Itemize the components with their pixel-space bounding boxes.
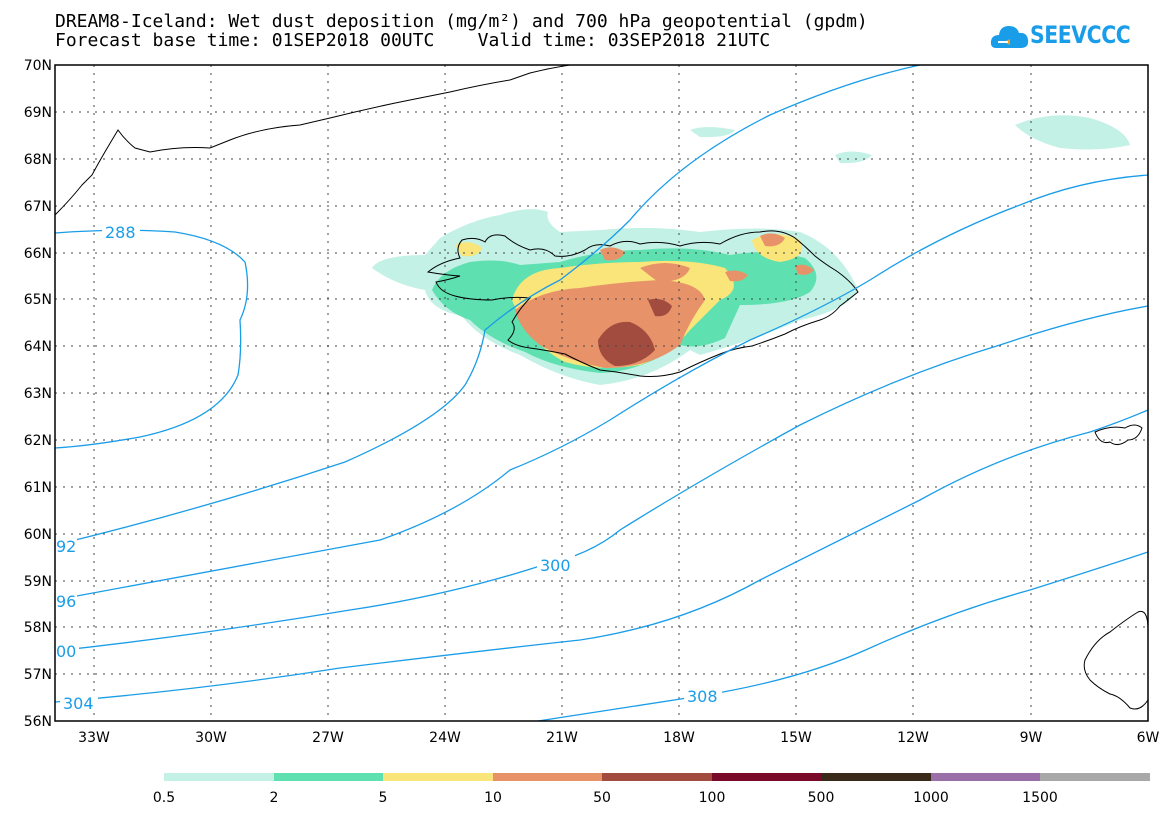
- title-line-1: DREAM8-Iceland: Wet dust deposition (mg/…: [55, 11, 868, 32]
- colorbar-swatch-8: [1040, 773, 1150, 781]
- lat-label-61n: 61N: [24, 480, 52, 496]
- colorbar-label-1500: 1500: [1022, 790, 1058, 806]
- lon-label-21w: 21W: [546, 730, 578, 746]
- dust-area-0.5-a: [690, 127, 735, 138]
- colorbar-label-500: 500: [808, 790, 835, 806]
- iceland-coast: [426, 230, 859, 377]
- colorbar-label-2: 2: [270, 790, 279, 806]
- contour-label-00: 00: [56, 642, 76, 661]
- lon-label-18w: 18W: [663, 730, 695, 746]
- dust-area-10-a: [640, 263, 690, 282]
- contour-296: [55, 174, 1148, 601]
- base-time-label: Forecast base time: 01SEP2018 00UTC: [55, 30, 435, 51]
- greenland-coast: [55, 65, 571, 216]
- lon-label-9w: 9W: [1020, 730, 1043, 746]
- scotland-coast: [1083, 610, 1148, 710]
- dust-area-10-c: [760, 233, 785, 247]
- colorbar-label-10: 10: [484, 790, 502, 806]
- lat-label-63n: 63N: [24, 386, 52, 402]
- contour-labels: 288 92 96 00 304 300 308: [55, 222, 722, 713]
- colorbar-swatch-2: [383, 773, 493, 781]
- contour-label-296: 96: [56, 592, 76, 611]
- logo-text: SEEVCCC: [1030, 21, 1131, 49]
- colorbar-swatch-0: [164, 773, 274, 781]
- colorbar-label-1000: 1000: [913, 790, 949, 806]
- colorbar-swatch-5: [712, 773, 821, 781]
- contour-label-304: 304: [63, 694, 94, 713]
- lat-label-59n: 59N: [24, 574, 52, 590]
- dust-area-50-a: [648, 298, 672, 317]
- colorbar-label-5: 5: [379, 790, 388, 806]
- dust-area-0.5-b: [835, 151, 872, 164]
- coastlines: [55, 65, 1148, 710]
- lon-label-15w: 15W: [780, 730, 812, 746]
- dust-area-0.5-c: [1015, 115, 1130, 150]
- colorbar-swatch-3: [493, 773, 602, 781]
- colorbar-swatch-6: [821, 773, 931, 781]
- contour-300: [55, 305, 1148, 652]
- lon-label-24w: 24W: [429, 730, 461, 746]
- dust-area-5-b: [455, 242, 482, 257]
- contour-label-292: 92: [56, 537, 76, 556]
- dust-area-10-d: [725, 270, 748, 282]
- map-gridlines: [55, 65, 1148, 721]
- lon-label-33w: 33W: [78, 730, 110, 746]
- dust-area-50: [598, 321, 655, 366]
- lat-label-66n: 66N: [24, 246, 52, 262]
- lat-label-69n: 69N: [24, 105, 52, 121]
- seevccc-logo: SEEVCCC: [990, 18, 1150, 58]
- lat-label-68n: 68N: [24, 152, 52, 168]
- valid-time-label: Valid time: 03SEP2018 21UTC: [477, 30, 771, 51]
- lon-label-6w: 6W: [1137, 730, 1160, 746]
- colorbar: 0.5 2 5 10 50 100 500 1000 1500: [153, 773, 1150, 806]
- contour-label-288: 288: [105, 223, 136, 242]
- colorbar-label-0.5: 0.5: [153, 790, 175, 806]
- faroe-coast: [1094, 424, 1143, 446]
- dust-area-10-e: [795, 264, 814, 275]
- dust-area-10-b: [600, 247, 625, 261]
- lat-label-62n: 62N: [24, 433, 52, 449]
- contour-label-308: 308: [687, 687, 718, 706]
- lat-label-70n: 70N: [24, 58, 52, 74]
- lat-label-56n: 56N: [24, 714, 52, 730]
- lat-label-57n: 57N: [24, 667, 52, 683]
- contour-288: [55, 229, 249, 449]
- map-frame-bg: [55, 65, 1148, 721]
- lon-label-12w: 12W: [897, 730, 929, 746]
- colorbar-swatch-4: [602, 773, 712, 781]
- lat-label-60n: 60N: [24, 527, 52, 543]
- geopotential-contours: [55, 65, 1148, 721]
- longitude-labels: 33W 30W 27W 24W 21W 18W 15W 12W 9W 6W: [78, 730, 1159, 746]
- colorbar-swatch-1: [274, 773, 383, 781]
- lat-label-65n: 65N: [24, 292, 52, 308]
- colorbar-label-50: 50: [593, 790, 611, 806]
- contour-308: [537, 551, 1148, 721]
- contour-304: [55, 409, 1148, 703]
- lat-label-67n: 67N: [24, 199, 52, 215]
- lon-label-30w: 30W: [195, 730, 227, 746]
- lon-label-27w: 27W: [312, 730, 344, 746]
- contour-292: [55, 65, 921, 546]
- latitude-labels: 70N 69N 68N 67N 66N 65N 64N 63N 62N 61N …: [24, 58, 52, 730]
- map-title: DREAM8-Iceland: Wet dust deposition (mg/…: [55, 12, 868, 50]
- colorbar-label-100: 100: [699, 790, 726, 806]
- colorbar-swatch-7: [931, 773, 1040, 781]
- contour-label-300: 300: [540, 556, 571, 575]
- cloud-icon: [990, 26, 1029, 48]
- lat-label-64n: 64N: [24, 339, 52, 355]
- map-frame-border: [54, 64, 1149, 722]
- lat-label-58n: 58N: [24, 620, 52, 636]
